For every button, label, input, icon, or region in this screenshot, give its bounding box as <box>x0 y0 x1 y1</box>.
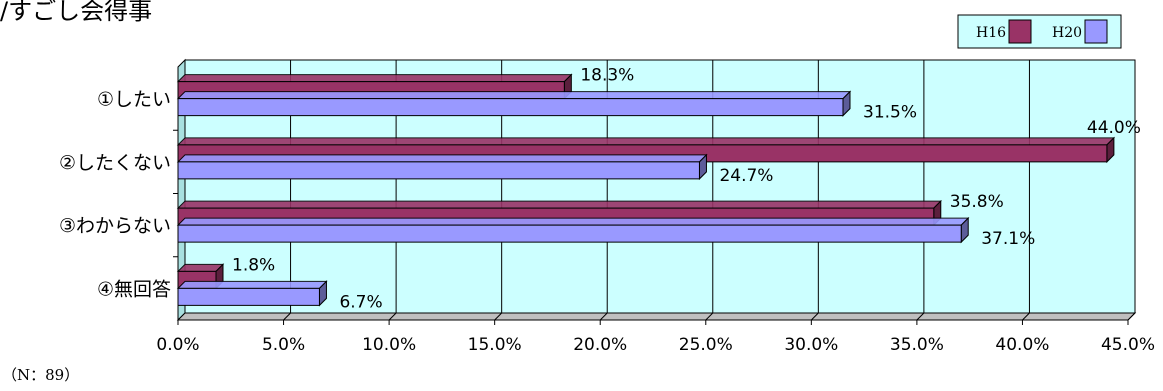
gridline-floor <box>388 312 397 321</box>
bar-top-h20 <box>176 280 328 289</box>
gridline-floor <box>1022 312 1030 321</box>
category-label: ①したい <box>97 89 171 111</box>
bar-top-h16 <box>176 137 1116 146</box>
x-tick-label: 0.0% <box>156 335 199 355</box>
x-tick-label: 45.0% <box>1101 335 1155 355</box>
x-tick-label: 40.0% <box>995 335 1049 355</box>
legend-label-h16: H16 <box>976 25 1006 41</box>
sample-size-note: （N：89） <box>2 366 80 384</box>
bar-top-h16 <box>176 263 225 272</box>
category-label: ③わからない <box>59 215 171 237</box>
bar-top-h16 <box>176 200 942 209</box>
bar-top-h16 <box>176 74 573 83</box>
legend-swatch-h20 <box>1084 19 1108 44</box>
data-label-h20: 37.1% <box>981 229 1035 249</box>
gridline-floor <box>1127 312 1136 321</box>
x-tick-label: 15.0% <box>468 335 522 355</box>
data-label-h20: 6.7% <box>339 292 382 312</box>
bar-h20 <box>177 98 844 117</box>
legend-label-h20: H20 <box>1052 25 1082 41</box>
bar-top-h20 <box>176 91 852 100</box>
bar-h20 <box>177 224 962 243</box>
legend-swatch-h16 <box>1008 19 1032 44</box>
x-tick-label: 35.0% <box>890 335 944 355</box>
gridline-floor <box>916 312 925 321</box>
gridline-floor <box>494 312 503 321</box>
gridline-floor <box>810 312 819 321</box>
bar-h20 <box>177 161 700 180</box>
bar-top-h20 <box>176 154 708 163</box>
gridline-floor <box>283 312 291 321</box>
bar-h20 <box>177 287 320 306</box>
plot-floor <box>176 312 1137 321</box>
data-label-h16: 35.8% <box>950 192 1004 212</box>
category-label: ②したくない <box>59 152 171 174</box>
gridline-floor <box>599 312 608 321</box>
gridline-floor <box>705 312 714 321</box>
data-label-h20: 31.5% <box>863 103 917 123</box>
data-label-h16: 1.8% <box>232 255 275 275</box>
x-tick-label: 30.0% <box>784 335 838 355</box>
data-label-h16: 44.0% <box>1087 118 1141 138</box>
x-tick-label: 25.0% <box>679 335 733 355</box>
category-label: ④無回答 <box>97 278 171 300</box>
data-label-h16: 18.3% <box>580 66 634 86</box>
chart-title-fragment: /すごし会得事 <box>0 0 153 25</box>
x-tick-label: 5.0% <box>262 335 305 355</box>
data-label-h20: 24.7% <box>719 166 773 186</box>
x-tick-label: 20.0% <box>573 335 627 355</box>
bar-top-h20 <box>176 217 970 226</box>
x-tick-label: 10.0% <box>362 335 416 355</box>
